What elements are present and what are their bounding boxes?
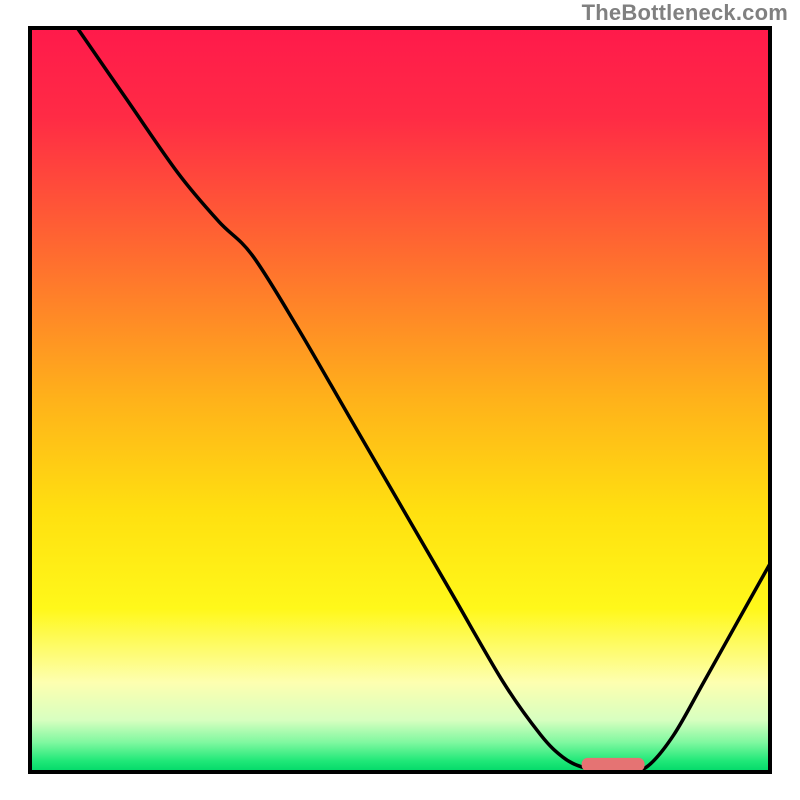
chart-svg — [0, 0, 800, 800]
optimal-range-marker — [582, 758, 645, 771]
plot-background — [30, 28, 770, 772]
chart-container: TheBottleneck.com — [0, 0, 800, 800]
